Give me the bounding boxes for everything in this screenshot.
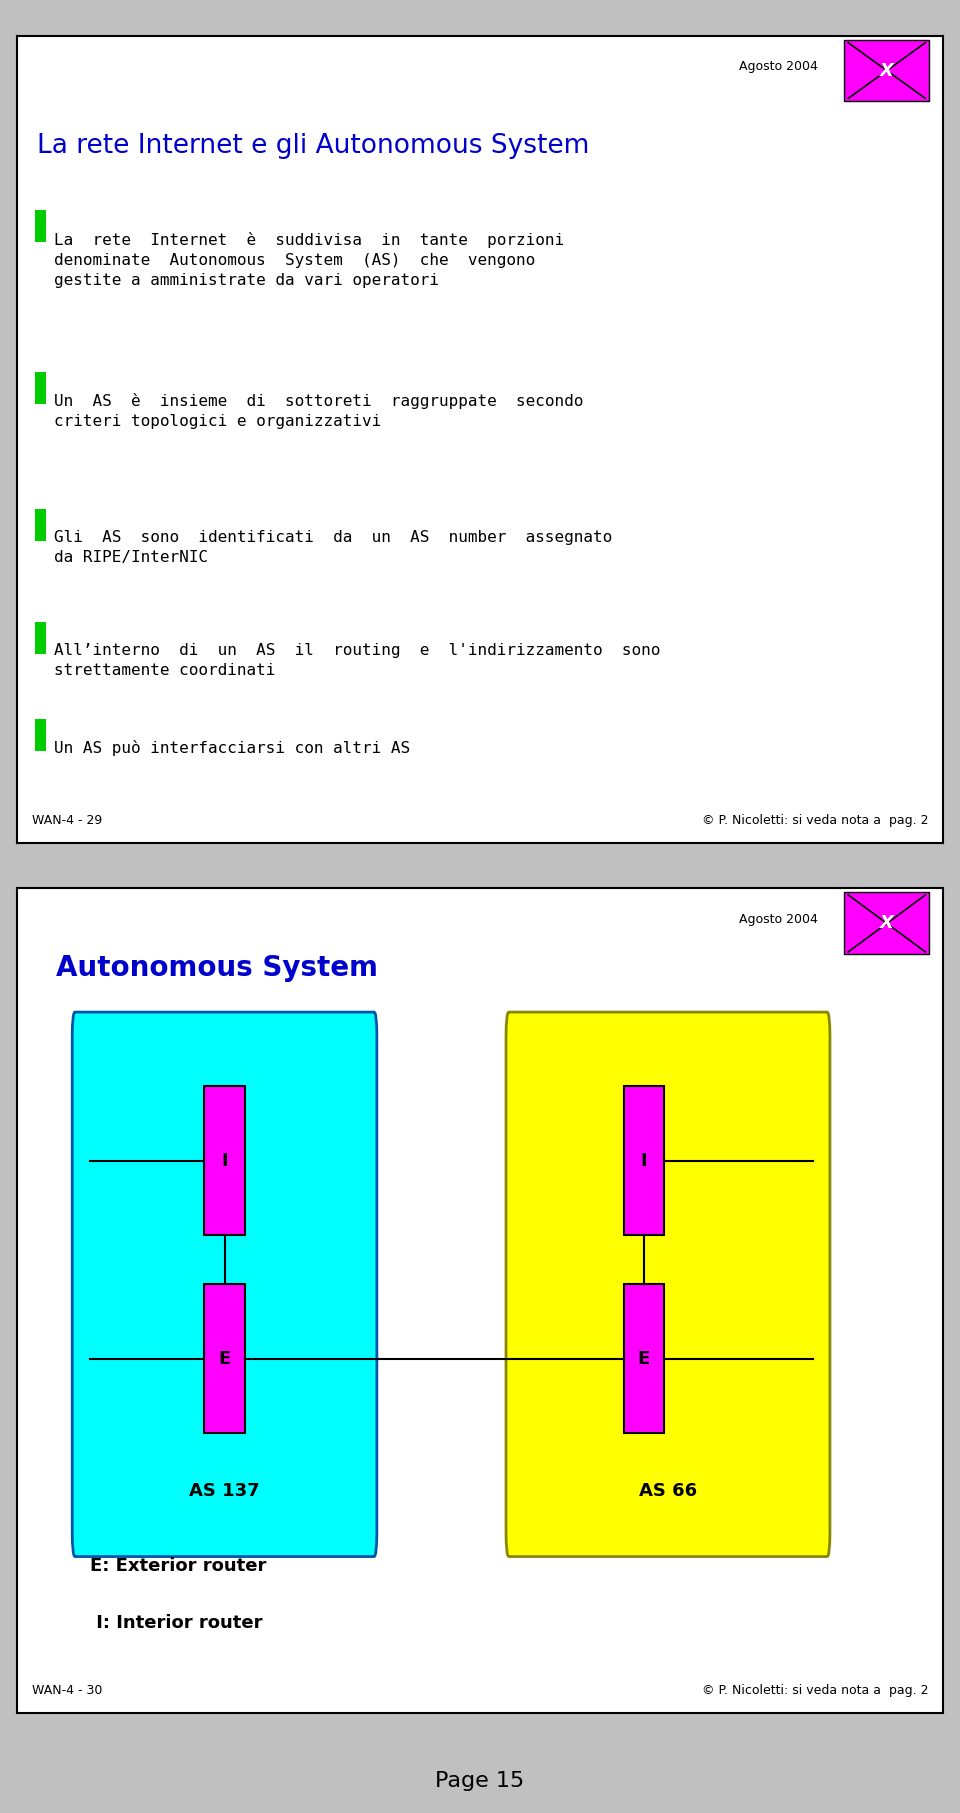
FancyBboxPatch shape	[204, 1086, 245, 1235]
Text: Un  AS  è  insieme  di  sottoreti  raggruppate  secondo
criteri topologici e org: Un AS è insieme di sottoreti raggruppate…	[54, 393, 584, 430]
FancyBboxPatch shape	[35, 509, 46, 540]
Text: Gli  AS  sono  identificati  da  un  AS  number  assegnato
da RIPE/InterNIC: Gli AS sono identificati da un AS number…	[54, 529, 612, 566]
FancyBboxPatch shape	[624, 1284, 664, 1432]
Text: La  rete  Internet  è  suddivisa  in  tante  porzioni
denominate  Autonomous  Sy: La rete Internet è suddivisa in tante po…	[54, 232, 564, 288]
FancyBboxPatch shape	[845, 892, 929, 954]
FancyBboxPatch shape	[204, 1284, 245, 1432]
Text: E: E	[637, 1349, 650, 1367]
Text: I: I	[221, 1151, 228, 1169]
FancyBboxPatch shape	[35, 718, 46, 751]
FancyBboxPatch shape	[506, 1012, 830, 1557]
Text: I: Interior router: I: Interior router	[89, 1614, 262, 1632]
Text: X: X	[880, 62, 894, 80]
Text: All’interno  di  un  AS  il  routing  e  l'indirizzamento  sono
strettamente coo: All’interno di un AS il routing e l'indi…	[54, 644, 660, 678]
Text: Autonomous System: Autonomous System	[56, 954, 378, 983]
Text: Page 15: Page 15	[436, 1771, 524, 1791]
Text: © P. Nicoletti: si veda nota a  pag. 2: © P. Nicoletti: si veda nota a pag. 2	[702, 1684, 928, 1697]
FancyBboxPatch shape	[35, 622, 46, 654]
Text: E: Exterior router: E: Exterior router	[89, 1557, 266, 1574]
Text: WAN-4 - 29: WAN-4 - 29	[32, 814, 102, 827]
Text: E: E	[219, 1349, 230, 1367]
Text: Agosto 2004: Agosto 2004	[738, 914, 817, 926]
Text: I: I	[640, 1151, 647, 1169]
Text: X: X	[880, 914, 894, 932]
Text: Un AS può interfacciarsi con altri AS: Un AS può interfacciarsi con altri AS	[54, 740, 410, 756]
Text: La rete Internet e gli Autonomous System: La rete Internet e gli Autonomous System	[36, 132, 588, 160]
Text: Agosto 2004: Agosto 2004	[738, 60, 817, 74]
Text: WAN-4 - 30: WAN-4 - 30	[32, 1684, 102, 1697]
FancyBboxPatch shape	[845, 40, 929, 102]
FancyBboxPatch shape	[624, 1086, 664, 1235]
Text: AS 66: AS 66	[639, 1481, 697, 1499]
FancyBboxPatch shape	[35, 210, 46, 243]
FancyBboxPatch shape	[35, 372, 46, 404]
Text: © P. Nicoletti: si veda nota a  pag. 2: © P. Nicoletti: si veda nota a pag. 2	[702, 814, 928, 827]
Text: AS 137: AS 137	[189, 1481, 260, 1499]
FancyBboxPatch shape	[72, 1012, 377, 1557]
